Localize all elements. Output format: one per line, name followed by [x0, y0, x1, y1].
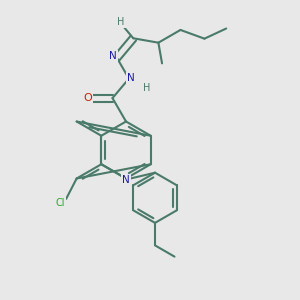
Text: H: H	[143, 83, 151, 93]
Text: O: O	[83, 93, 92, 103]
Text: N: N	[128, 73, 135, 83]
Text: N: N	[122, 175, 130, 185]
Text: H: H	[118, 17, 125, 27]
Text: Cl: Cl	[56, 198, 65, 208]
Text: N: N	[110, 51, 117, 61]
